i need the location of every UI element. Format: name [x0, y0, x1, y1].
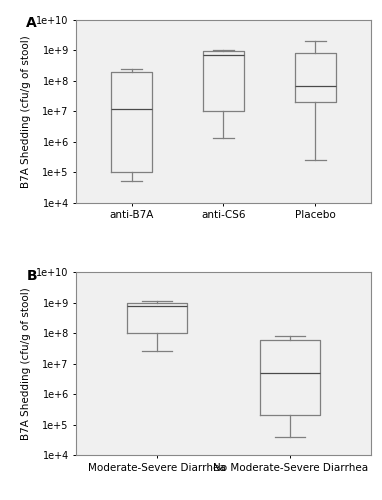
- Y-axis label: B7A Shedding (cfu/g of stool): B7A Shedding (cfu/g of stool): [21, 35, 31, 188]
- Text: A: A: [26, 16, 37, 30]
- Y-axis label: B7A Shedding (cfu/g of stool): B7A Shedding (cfu/g of stool): [21, 287, 31, 440]
- Text: B: B: [26, 268, 37, 282]
